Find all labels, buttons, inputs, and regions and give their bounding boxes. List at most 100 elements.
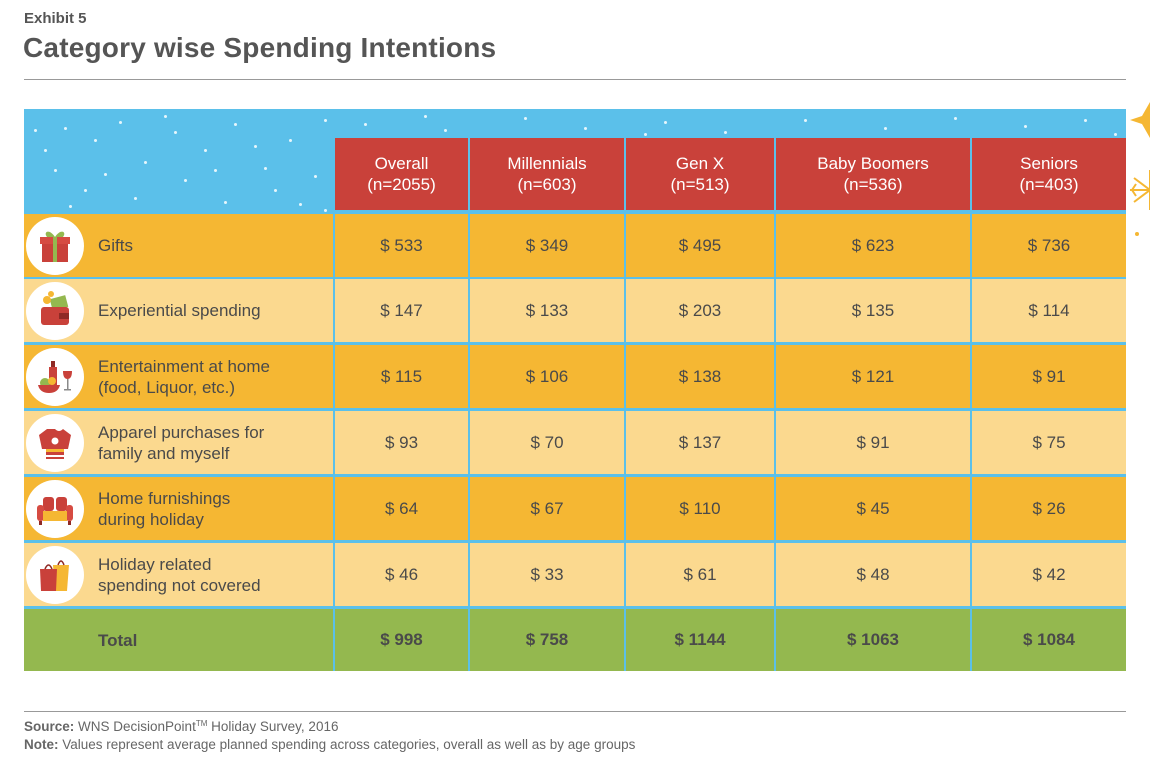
snowflake-dot: [104, 173, 107, 176]
value-cell-baby-boomers: $ 91: [776, 411, 970, 474]
snowflake-dot: [664, 121, 667, 124]
row-label-line: during holiday: [98, 509, 204, 529]
snowflake-dot: [214, 169, 217, 172]
note-label: Note:: [24, 737, 59, 752]
snowflake-dot: [1024, 125, 1027, 128]
column-sample-size: (n=2055): [367, 175, 436, 194]
footnote: Note: Values represent average planned s…: [24, 737, 635, 752]
value-cell-seniors: $ 736: [972, 214, 1126, 277]
value-cell-seniors: $ 42: [972, 543, 1126, 606]
row-label-cell: Apparel purchases for family and myself: [24, 411, 333, 474]
snowflake-dot: [884, 127, 887, 130]
total-cell-seniors: $ 1084: [972, 609, 1126, 671]
snowflake-dot: [184, 179, 187, 182]
value-cell-millennials: $ 106: [470, 345, 624, 408]
spending-table: Overall (n=2055) Millennials (n=603) Gen X (n…: [24, 109, 1126, 671]
value-cell-gen-x: $ 203: [626, 279, 774, 342]
row-label-entertainment-at-home: Entertainment at home (food, Liquor, etc.…: [98, 356, 270, 398]
snowflake-dot: [324, 209, 327, 212]
snowflake-dot: [144, 161, 147, 164]
value-cell-millennials: $ 67: [470, 477, 624, 540]
value-cell-gen-x: $ 495: [626, 214, 774, 277]
source-tail: Holiday Survey, 2016: [207, 719, 339, 734]
value-cell-millennials: $ 70: [470, 411, 624, 474]
snowflake-dot: [174, 131, 177, 134]
value-cell-seniors: $ 114: [972, 279, 1126, 342]
row-label-holiday-related: Holiday related spending not covered: [98, 554, 261, 596]
value-cell-baby-boomers: $ 623: [776, 214, 970, 277]
column-header-millennials: Millennials (n=603): [470, 138, 624, 210]
source-note: Source: WNS DecisionPointTM Holiday Surv…: [24, 719, 338, 734]
snowflake-dot: [804, 119, 807, 122]
row-label-cell: Home furnishings during holiday: [24, 477, 333, 540]
value-cell-overall: $ 115: [335, 345, 468, 408]
table-row: Holiday related spending not covered $ 46 $…: [24, 543, 1126, 606]
row-label-cell: Gifts: [24, 214, 333, 277]
value-cell-seniors: $ 91: [972, 345, 1126, 408]
snowflake-dot: [44, 149, 47, 152]
value-cell-baby-boomers: $ 121: [776, 345, 970, 408]
value-cell-overall: $ 64: [335, 477, 468, 540]
bottom-divider: [24, 711, 1126, 712]
column-sample-size: (n=603): [517, 175, 577, 194]
column-name: Overall: [374, 154, 429, 173]
source-label: Source:: [24, 719, 75, 734]
column-header-gen-x: Gen X (n=513): [626, 138, 774, 210]
snowflake-dot: [34, 129, 37, 132]
value-cell-gen-x: $ 110: [626, 477, 774, 540]
snowflake-dot: [724, 131, 727, 134]
column-sample-size: (n=536): [843, 175, 903, 194]
snowflake-dot: [324, 119, 327, 122]
snowflake-dot: [364, 123, 367, 126]
top-divider: [24, 79, 1126, 80]
snowflake-dot: [94, 139, 97, 142]
source-text: WNS DecisionPoint: [78, 719, 196, 734]
food-wine-icon: [26, 347, 84, 406]
snowflake-dot: [584, 127, 587, 130]
total-label: Total: [98, 630, 138, 650]
snowflake-ornament-icon: [1130, 170, 1150, 210]
value-cell-seniors: $ 26: [972, 477, 1126, 540]
row-label-line: Experiential spending: [98, 301, 261, 320]
snowflake-dot: [274, 189, 277, 192]
snowflake-dot: [254, 145, 257, 148]
total-cell-gen-x: $ 1144: [626, 609, 774, 671]
table-row: Gifts $ 533 $ 349 $ 495 $ 623 $ 736: [24, 214, 1126, 277]
value-cell-baby-boomers: $ 135: [776, 279, 970, 342]
snowflake-dot: [424, 115, 427, 118]
sweater-icon: [26, 413, 84, 472]
snowflake-dot: [119, 121, 122, 124]
row-label-line: Apparel purchases for: [98, 422, 265, 442]
row-label-line: family and myself: [98, 443, 230, 463]
value-cell-overall: $ 147: [335, 279, 468, 342]
row-label-line: Entertainment at home: [98, 356, 270, 376]
total-label-cell: Total: [24, 609, 333, 671]
row-label-apparel-purchases-for: Apparel purchases for family and myself: [98, 422, 264, 464]
star-ornament-icon: [1130, 102, 1150, 138]
row-label-line: spending not covered: [98, 575, 261, 595]
gift-icon: [26, 216, 84, 275]
snowflake-dot: [264, 167, 267, 170]
trademark-mark: TM: [195, 719, 208, 728]
row-label-cell: Holiday related spending not covered: [24, 543, 333, 606]
column-sample-size: (n=403): [1019, 175, 1079, 194]
total-cell-baby-boomers: $ 1063: [776, 609, 970, 671]
column-name: Baby Boomers: [817, 154, 929, 173]
row-label-cell: Experiential spending: [24, 279, 333, 342]
decor-dot: [1135, 232, 1139, 236]
snowflake-dot: [84, 189, 87, 192]
row-label-line: Gifts: [98, 236, 133, 255]
value-cell-millennials: $ 349: [470, 214, 624, 277]
snowflake-dot: [1084, 119, 1087, 122]
value-cell-seniors: $ 75: [972, 411, 1126, 474]
row-label-gifts: Gifts: [98, 235, 133, 256]
exhibit-label: Exhibit 5: [24, 10, 87, 27]
page-title: Category wise Spending Intentions: [23, 32, 497, 63]
row-label-home-furnishings: Home furnishings during holiday: [98, 488, 230, 530]
snowflake-dot: [1114, 133, 1117, 136]
column-name: Gen X: [675, 154, 725, 173]
total-row: Total $ 998 $ 758 $ 1144 $ 1063 $ 1084: [24, 609, 1126, 671]
column-sample-size: (n=513): [670, 175, 730, 194]
snowflake-dot: [314, 175, 317, 178]
total-cell-overall: $ 998: [335, 609, 468, 671]
